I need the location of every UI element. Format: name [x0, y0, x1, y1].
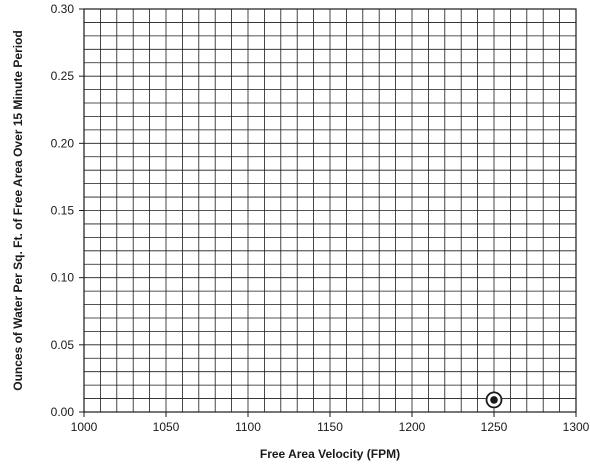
- y-axis-title: Ounces of Water Per Sq. Ft. of Free Area…: [11, 30, 25, 391]
- y-tick-labels: 0.00 0.05 0.10 0.15 0.20 0.25 0.30: [51, 2, 84, 419]
- y-tick-label: 0.05: [51, 338, 75, 352]
- data-point-dot: [490, 396, 498, 404]
- y-tick-label: 0.25: [51, 69, 75, 83]
- y-tick-label: 0.15: [51, 204, 75, 218]
- x-axis-title: Free Area Velocity (FPM): [260, 447, 400, 461]
- x-tick-label: 1050: [153, 420, 180, 434]
- x-tick-label: 1250: [481, 420, 508, 434]
- x-tick-label: 1200: [399, 420, 426, 434]
- grid: [83, 8, 577, 413]
- y-tick-label: 0.00: [51, 405, 75, 419]
- x-tick-label: 1000: [71, 420, 98, 434]
- x-tick-label: 1150: [317, 420, 343, 434]
- y-tick-label: 0.20: [51, 136, 75, 150]
- data-point: [485, 391, 503, 409]
- x-tick-labels: 1000 1050 1100 1150 1200 1250 1300: [71, 412, 590, 434]
- y-tick-label: 0.10: [51, 271, 75, 285]
- x-tick-label: 1300: [563, 420, 590, 434]
- x-tick-label: 1100: [235, 420, 261, 434]
- data-points: [485, 391, 503, 409]
- y-tick-label: 0.30: [51, 2, 75, 16]
